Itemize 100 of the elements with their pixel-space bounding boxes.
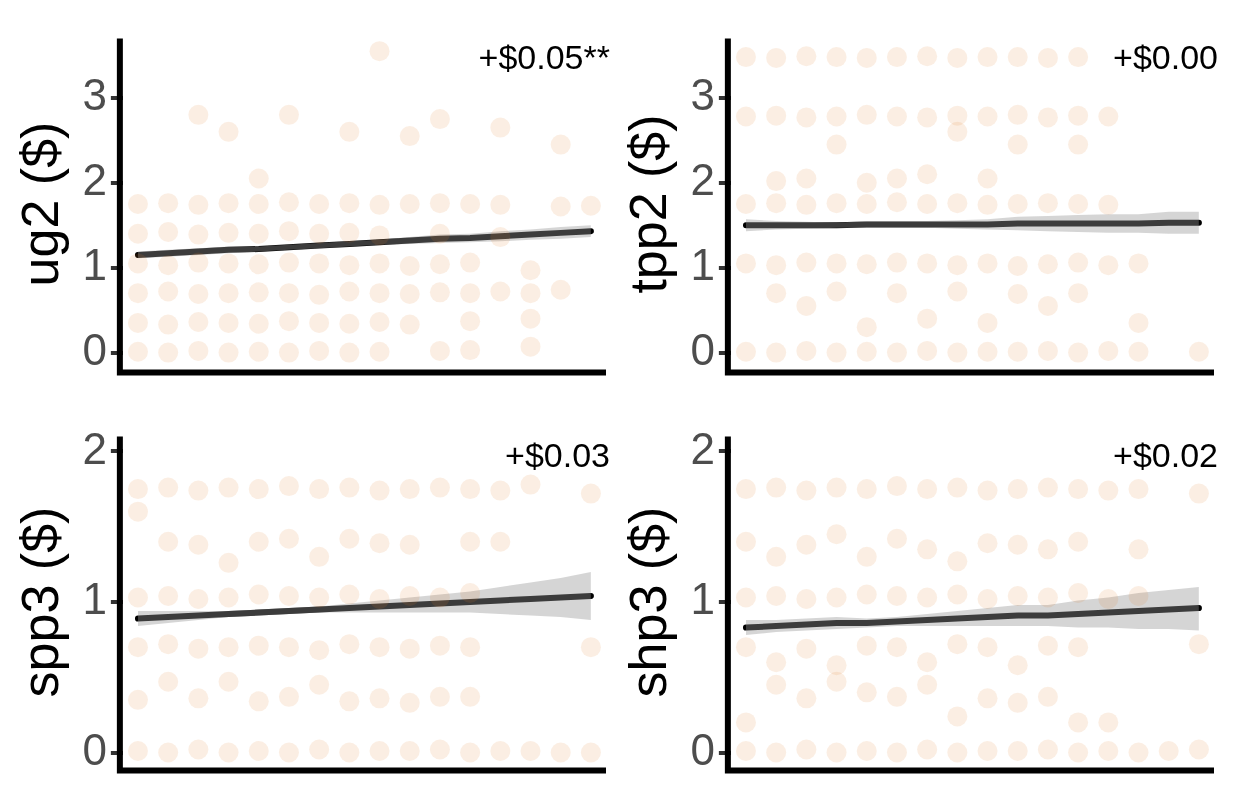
point	[1007, 692, 1028, 713]
point	[369, 283, 390, 304]
point	[158, 742, 179, 763]
point	[399, 126, 420, 147]
point	[278, 283, 299, 304]
point	[369, 312, 390, 333]
point	[856, 317, 877, 338]
point	[369, 253, 390, 274]
point	[127, 501, 148, 522]
point	[550, 279, 571, 300]
point	[520, 336, 541, 357]
point	[339, 281, 360, 302]
point	[339, 193, 360, 214]
point	[218, 193, 239, 214]
point	[460, 252, 481, 273]
point	[248, 584, 269, 605]
point	[1007, 134, 1028, 155]
point	[248, 168, 269, 189]
point	[550, 134, 571, 155]
y-tick-label: 2	[690, 154, 715, 204]
point	[278, 252, 299, 273]
point	[127, 312, 148, 333]
point	[947, 742, 968, 763]
point	[826, 524, 847, 545]
point	[1068, 712, 1089, 733]
point	[917, 253, 938, 274]
point	[309, 587, 330, 608]
y-tick-label: 2	[690, 423, 715, 473]
point	[1068, 47, 1089, 68]
point	[339, 121, 360, 142]
point	[278, 637, 299, 658]
point	[188, 252, 209, 273]
point	[796, 107, 817, 128]
point	[856, 741, 877, 762]
point	[248, 341, 269, 362]
point	[429, 193, 450, 214]
point	[369, 41, 390, 62]
point	[429, 282, 450, 303]
y-tick-label: 0	[82, 324, 107, 374]
annotation: +$0.02	[1113, 435, 1218, 474]
point	[278, 104, 299, 125]
point	[248, 531, 269, 552]
point	[917, 739, 938, 760]
point	[218, 342, 239, 363]
point	[1188, 634, 1209, 655]
point	[218, 253, 239, 274]
point	[735, 106, 756, 127]
point	[429, 587, 450, 608]
point	[766, 47, 787, 68]
point	[977, 253, 998, 274]
point	[339, 477, 360, 498]
point	[188, 480, 209, 501]
point	[886, 106, 907, 127]
y-tick-label: 0	[690, 724, 715, 774]
point	[856, 635, 877, 656]
point	[309, 194, 330, 214]
point	[278, 585, 299, 606]
point	[1037, 739, 1058, 760]
point	[796, 168, 817, 189]
point	[977, 533, 998, 554]
point	[856, 172, 877, 193]
point	[977, 47, 998, 68]
point	[460, 283, 481, 304]
point	[278, 311, 299, 332]
point	[796, 46, 817, 67]
point	[1128, 253, 1149, 274]
point	[766, 674, 787, 695]
point	[188, 194, 209, 215]
point	[218, 552, 239, 573]
point	[1098, 340, 1119, 361]
annotation: +$0.03	[505, 435, 610, 474]
point	[1037, 340, 1058, 361]
y-tick-label: 2	[82, 423, 107, 473]
point	[947, 342, 968, 363]
point	[248, 635, 269, 656]
point	[520, 283, 541, 304]
point	[977, 168, 998, 189]
point	[158, 314, 179, 335]
point	[796, 295, 817, 316]
point	[1037, 635, 1058, 656]
point	[218, 312, 239, 333]
point	[886, 686, 907, 707]
point	[796, 534, 817, 555]
point	[886, 637, 907, 658]
point	[1068, 531, 1089, 552]
point	[917, 164, 938, 185]
point	[218, 742, 239, 763]
point	[826, 587, 847, 608]
point	[460, 311, 481, 332]
point	[278, 221, 299, 242]
point	[1037, 295, 1058, 316]
point	[886, 476, 907, 497]
y-tick-label: 0	[690, 324, 715, 374]
point	[1007, 585, 1028, 606]
y-tick-label: 3	[82, 69, 107, 119]
point	[580, 742, 601, 763]
point	[917, 674, 938, 695]
point	[796, 688, 817, 709]
point	[309, 739, 330, 760]
point	[766, 652, 787, 673]
